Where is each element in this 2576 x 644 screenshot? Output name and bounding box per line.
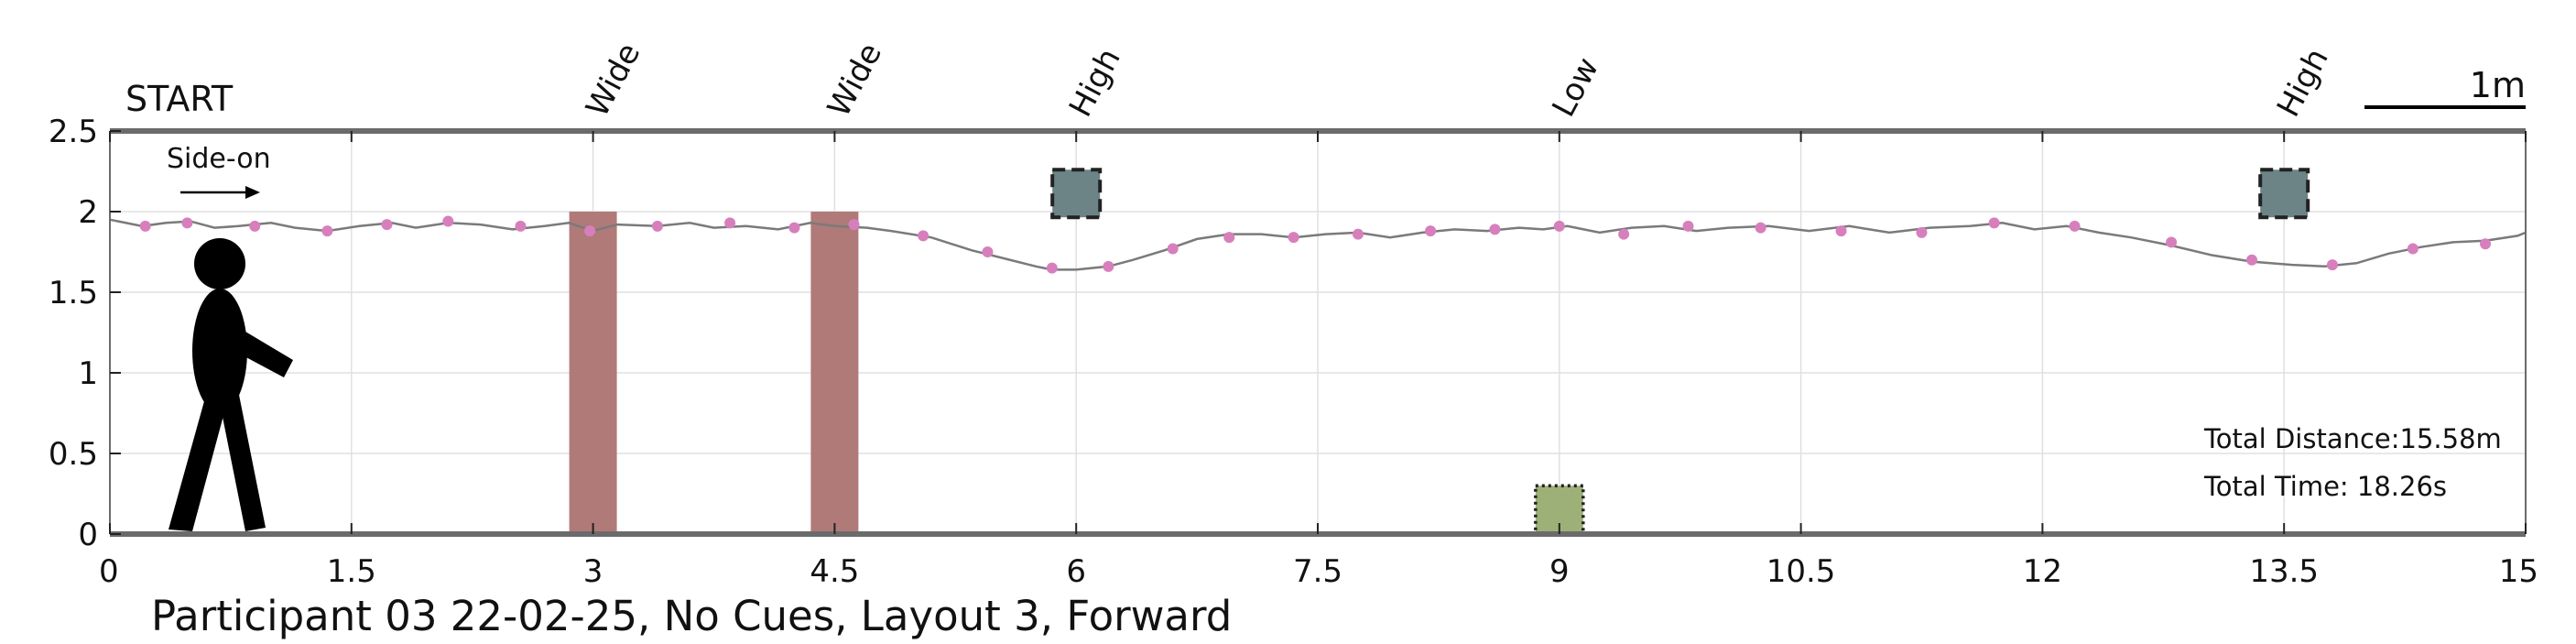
footstep-point [181,217,193,229]
obstacle-label: Wide [579,38,647,124]
x-tick-label: 1.5 [327,553,376,590]
x-tick-label: 12 [2023,553,2062,590]
walking-person-icon [168,238,293,531]
footstep-point [1988,217,2000,229]
footstep-point [381,219,393,231]
footstep-point [1835,225,1847,237]
start-label: START [125,79,234,119]
footstep-point [788,222,800,234]
x-tick-label: 3 [583,553,603,590]
y-tick-label: 2 [78,194,98,231]
x-axis-ticks: 0 1.5 3 4.5 6 7.5 9 10.5 12 13.5 15 [99,131,2538,590]
x-tick-label: 0 [99,553,119,590]
footstep-point [651,220,663,232]
footstep-points [139,215,2492,274]
footstep-point [2326,259,2338,271]
footstep-point [848,219,860,231]
obstacle-label: High [1062,42,1128,123]
high-obstacle [1050,168,1103,220]
y-tick-label: 1 [78,355,98,392]
footstep-point [918,230,929,242]
footstep-point [1046,262,1058,274]
high-obstacle [2258,168,2310,220]
footstep-point [724,217,736,229]
obstacle-label: High [2270,42,2336,123]
obstacle-labels: Wide Wide High Low High [579,38,2336,124]
obstacle-label: Low [1545,51,1606,123]
x-tick-label: 15 [2499,553,2538,590]
footstep-point [1755,222,1766,234]
grid-lines [110,131,2526,534]
footstep-point [1916,226,1928,238]
y-axis-ticks: 0 0.5 1 1.5 2 2.5 [49,114,121,553]
footstep-point [1425,225,1437,237]
x-tick-label: 4.5 [810,553,859,590]
footstep-point [2246,254,2258,266]
obstacle-label: Wide [821,38,889,124]
footstep-point [442,215,454,227]
x-tick-label: 7.5 [1293,553,1342,590]
footstep-point [1682,220,1694,232]
footstep-point [1167,243,1179,255]
obstacle-markers [569,168,2310,536]
direction-arrow-icon [245,186,260,199]
footstep-point [1103,260,1114,272]
x-tick-label: 6 [1066,553,1086,590]
walking-path-line [109,218,2527,271]
y-tick-label: 2.5 [49,114,98,150]
wide-obstacle [569,212,617,534]
footstep-point [584,225,596,237]
footstep-point [1223,232,1235,244]
footstep-point [1618,228,1630,240]
wide-obstacle [810,212,859,534]
footstep-point [2166,236,2178,248]
footstep-point [2407,243,2418,255]
x-tick-label: 9 [1549,553,1570,590]
figure-caption: Participant 03 22-02-25, No Cues, Layout… [151,592,1232,640]
footstep-point [1288,232,1299,244]
y-tick-label: 0.5 [49,436,98,473]
direction-label: Side-on [167,143,271,175]
y-tick-label: 0 [78,517,98,553]
footstep-point [1553,220,1565,232]
footstep-point [249,220,261,232]
footstep-point [2069,220,2081,232]
total-time: Total Time: 18.26s [2203,471,2447,502]
x-tick-label: 10.5 [1766,553,1836,590]
footstep-point [1352,228,1364,240]
footstep-point [982,246,994,257]
x-tick-label: 13.5 [2249,553,2319,590]
footstep-point [515,220,527,232]
footstep-point [321,225,333,237]
y-tick-label: 1.5 [49,275,98,311]
footstep-point [139,220,151,232]
footstep-point [1489,224,1501,235]
scale-bar-label: 1m [2470,65,2526,105]
footstep-point [2480,238,2492,250]
total-distance: Total Distance:15.58m [2203,423,2502,454]
